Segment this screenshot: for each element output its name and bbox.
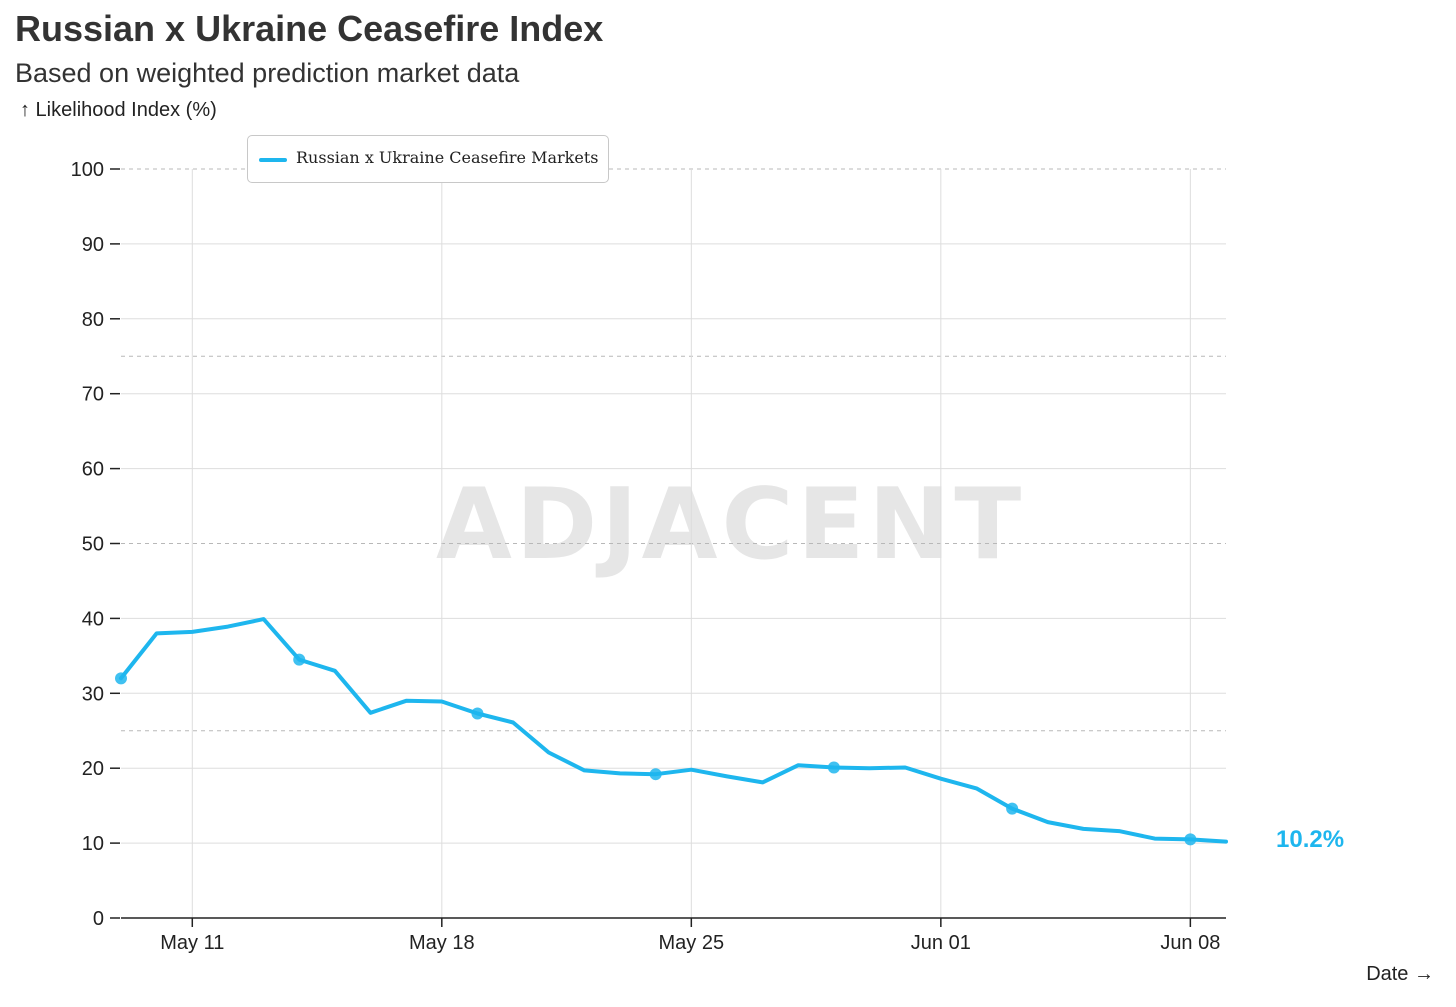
y-tick-label: 0: [93, 908, 104, 930]
data-point: [1184, 833, 1197, 846]
y-tick-label: 10: [82, 833, 104, 855]
x-tick-label: May 25: [659, 932, 725, 954]
series-layer: [115, 617, 1228, 846]
data-point: [115, 672, 127, 685]
chart-subtitle: Based on weighted prediction market data: [15, 58, 520, 88]
x-tick-label: May 18: [409, 932, 475, 954]
grid-layer: [121, 168, 1226, 918]
last-value-label: 10.2%: [1276, 826, 1345, 853]
data-point: [827, 761, 840, 774]
x-tick-label: Jun 08: [1160, 932, 1220, 954]
y-tick-label: 50: [82, 534, 104, 556]
y-tick-label: 90: [82, 234, 104, 256]
x-axis-label: Date →: [1366, 963, 1434, 985]
data-point: [471, 707, 484, 720]
y-axis-label: ↑ Likelihood Index (%): [20, 99, 217, 121]
y-tick-label: 70: [82, 384, 104, 406]
legend-swatch: [259, 158, 287, 162]
data-point: [1006, 802, 1019, 815]
x-tick-label: May 11: [160, 932, 224, 954]
y-tick-label: 60: [82, 459, 104, 481]
y-tick-label: 30: [82, 683, 104, 705]
axis-layer: 0 10 20 30 40 50 60 70 80 90 100 May 11 May 18 May 25…: [71, 159, 1226, 954]
chart-title: Russian x Ukraine Ceasefire Index: [15, 8, 604, 49]
data-point: [293, 653, 306, 666]
legend: Russian x Ukraine Ceasefire Markets: [247, 135, 609, 183]
y-tick-label: 40: [82, 608, 104, 630]
x-tick-label: Jun 01: [911, 932, 971, 954]
legend-label: Russian x Ukraine Ceasefire Markets: [296, 148, 599, 167]
y-tick-label: 20: [82, 758, 104, 780]
y-tick-label: 100: [71, 159, 104, 181]
watermark: ADJACENT: [436, 468, 1026, 582]
y-tick-label: 80: [82, 309, 104, 331]
series-line: [119, 617, 1228, 844]
data-point: [649, 768, 662, 781]
